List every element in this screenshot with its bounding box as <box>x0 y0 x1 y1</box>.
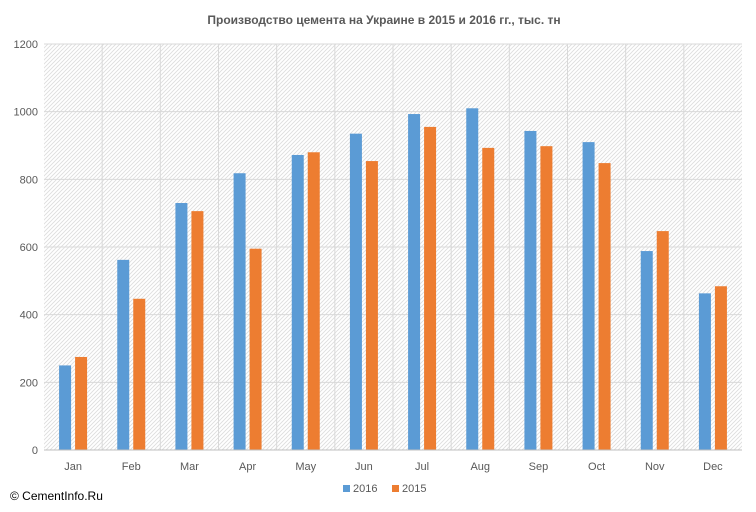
y-tick-label: 1000 <box>14 107 38 119</box>
bar-2015-Nov <box>656 231 669 450</box>
bar-2016-Jun <box>349 133 362 451</box>
bar-2016-Aug <box>466 108 479 451</box>
chart-title: Производство цемента на Украине в 2015 и… <box>207 13 560 27</box>
legend-swatch-2015 <box>392 485 399 492</box>
bar-2016-Mar <box>175 203 188 450</box>
x-tick-label: Aug <box>470 461 490 473</box>
bar-2015-Mar <box>191 211 204 450</box>
x-tick-label: Oct <box>588 461 605 473</box>
bar-2016-Feb <box>117 259 130 450</box>
bar-2016-Jul <box>408 114 421 450</box>
copyright-text: © CementInfo.Ru <box>10 489 103 503</box>
x-tick-label: Dec <box>703 461 723 473</box>
legend-label-2015: 2015 <box>402 483 426 495</box>
x-tick-label: Jun <box>355 461 373 473</box>
legend-label-2016: 2016 <box>353 483 377 495</box>
x-tick-label: Sep <box>529 461 549 473</box>
bar-2015-Oct <box>598 163 611 451</box>
x-tick-label: Apr <box>239 461 256 473</box>
x-tick-label: May <box>295 461 316 473</box>
bar-2015-Aug <box>482 147 495 450</box>
bar-2016-Apr <box>233 173 246 450</box>
y-tick-label: 600 <box>20 242 38 254</box>
x-tick-label: Jan <box>64 461 82 473</box>
bar-2016-Oct <box>582 142 595 450</box>
bar-2015-Dec <box>714 286 727 450</box>
y-tick-label: 800 <box>20 174 38 186</box>
bar-2015-Apr <box>249 248 262 450</box>
bar-2015-Feb <box>133 298 146 450</box>
x-tick-label: Jul <box>415 461 429 473</box>
y-tick-label: 1200 <box>14 39 38 51</box>
y-tick-label: 400 <box>20 310 38 322</box>
y-tick-label: 200 <box>20 377 38 389</box>
bar-2015-Jan <box>75 356 88 450</box>
bar-2016-Dec <box>698 293 711 450</box>
bar-2016-May <box>291 154 304 450</box>
plot-area: 0 200 400 600 800 1000 1200 Jan Feb Mar Apr May Jun J… <box>14 39 742 473</box>
bar-2015-Jul <box>424 126 437 451</box>
x-tick-label: Nov <box>645 461 665 473</box>
legend: 2016 2015 <box>343 483 426 495</box>
legend-swatch-2016 <box>343 485 350 492</box>
y-tick-label: 0 <box>32 445 38 457</box>
bar-2015-May <box>307 152 320 450</box>
bar-2016-Jan <box>59 365 72 450</box>
bar-2016-Nov <box>640 251 653 450</box>
bar-2015-Jun <box>365 161 378 450</box>
x-tick-label: Mar <box>180 461 199 473</box>
bar-2016-Sep <box>524 130 537 450</box>
x-tick-label: Feb <box>122 461 141 473</box>
bar-2015-Sep <box>540 146 553 450</box>
